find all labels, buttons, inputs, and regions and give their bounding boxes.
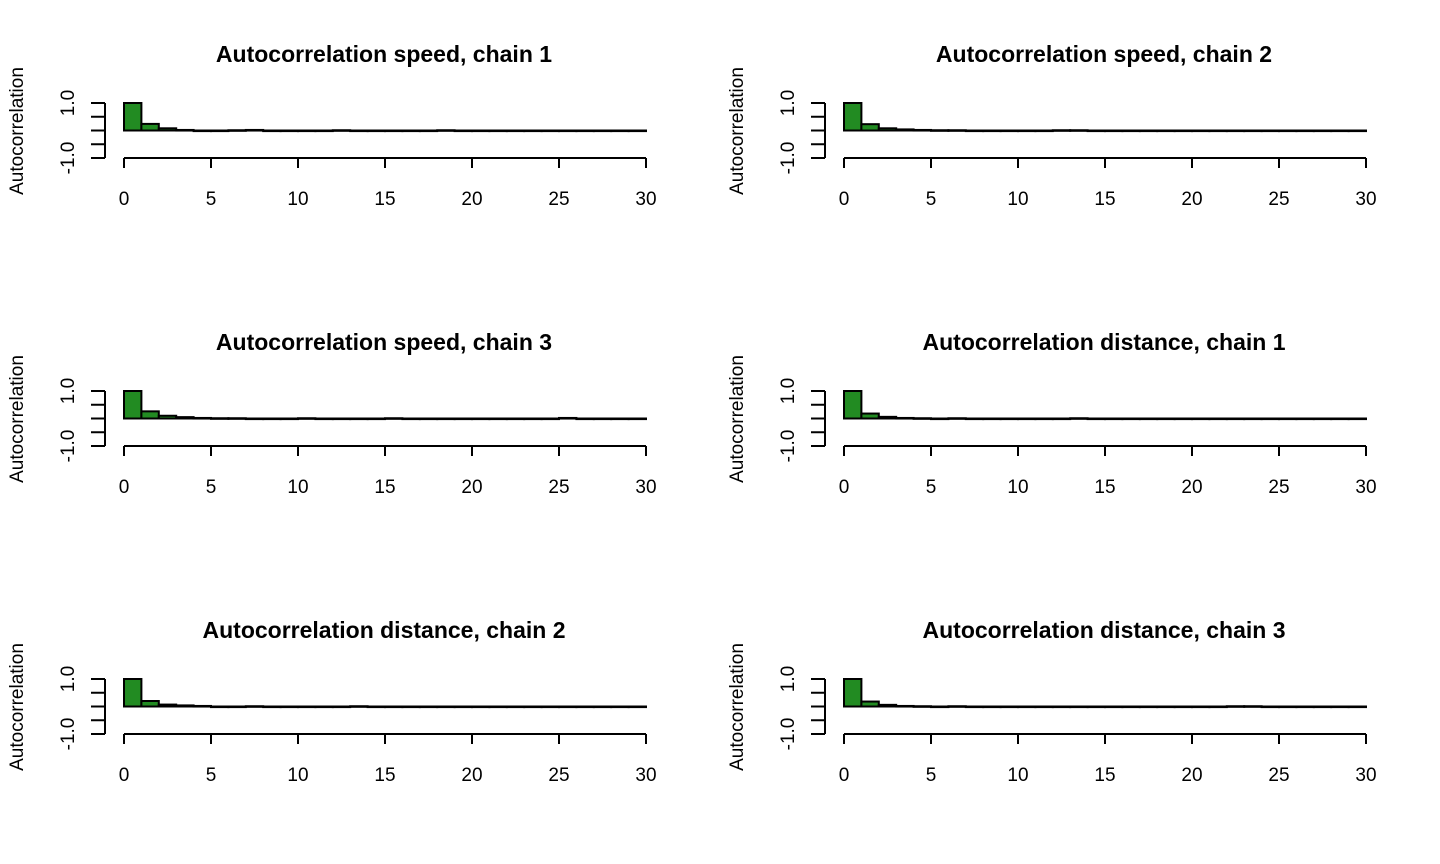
- x-axis: 0 5 10 15 20 25 30: [839, 734, 1377, 786]
- chart-panel-2: Autocorrelation speed, chain 2 Autocorrel…: [727, 41, 1377, 210]
- acf-bar: [124, 679, 141, 707]
- x-axis: 0 5 10 15 20 25 30: [839, 158, 1377, 210]
- x-tick-label: 30: [1355, 477, 1376, 498]
- x-tick-label: 15: [1094, 477, 1115, 498]
- y-axis-label: Autocorrelation: [7, 355, 28, 483]
- chart-title: Autocorrelation speed, chain 2: [936, 41, 1272, 67]
- y-tick-label: -1.0: [58, 718, 79, 751]
- x-tick-label: 30: [1355, 189, 1376, 210]
- y-axis-label: Autocorrelation: [727, 355, 748, 483]
- acf-bar: [141, 411, 158, 418]
- x-tick-label: 0: [839, 765, 850, 786]
- x-tick-label: 0: [839, 189, 850, 210]
- y-axis: -1.0 1.0: [58, 378, 105, 463]
- y-tick-label: -1.0: [778, 430, 799, 463]
- x-tick-label: 25: [1268, 765, 1289, 786]
- chart-title: Autocorrelation speed, chain 3: [216, 329, 552, 355]
- y-axis: -1.0 1.0: [58, 666, 105, 751]
- x-tick-label: 30: [635, 477, 656, 498]
- x-axis: 0 5 10 15 20 25 30: [119, 158, 657, 210]
- x-tick-label: 20: [1181, 189, 1202, 210]
- chart-title: Autocorrelation distance, chain 2: [203, 617, 566, 643]
- x-tick-label: 15: [1094, 189, 1115, 210]
- x-tick-label: 0: [119, 765, 130, 786]
- x-tick-label: 10: [287, 477, 308, 498]
- x-tick-label: 10: [1007, 477, 1028, 498]
- chart-title: Autocorrelation distance, chain 3: [923, 617, 1286, 643]
- acf-bar: [124, 391, 141, 419]
- x-tick-label: 5: [206, 189, 217, 210]
- x-tick-label: 0: [839, 477, 850, 498]
- x-tick-label: 20: [1181, 477, 1202, 498]
- x-tick-label: 0: [119, 189, 130, 210]
- x-tick-label: 25: [548, 189, 569, 210]
- y-tick-label: -1.0: [58, 430, 79, 463]
- x-axis: 0 5 10 15 20 25 30: [839, 446, 1377, 498]
- x-tick-label: 15: [374, 189, 395, 210]
- y-axis-label: Autocorrelation: [7, 67, 28, 195]
- y-tick-label: 1.0: [778, 90, 799, 116]
- x-axis: 0 5 10 15 20 25 30: [119, 734, 657, 786]
- y-tick-label: 1.0: [778, 666, 799, 692]
- y-axis-label: Autocorrelation: [7, 643, 28, 771]
- y-tick-label: 1.0: [58, 378, 79, 404]
- x-tick-label: 5: [926, 765, 937, 786]
- x-tick-label: 20: [461, 189, 482, 210]
- x-tick-label: 5: [206, 765, 217, 786]
- x-tick-label: 10: [1007, 765, 1028, 786]
- x-tick-label: 25: [1268, 477, 1289, 498]
- x-tick-label: 25: [548, 765, 569, 786]
- y-tick-label: 1.0: [778, 378, 799, 404]
- x-tick-label: 10: [1007, 189, 1028, 210]
- x-tick-label: 5: [926, 477, 937, 498]
- x-tick-label: 25: [1268, 189, 1289, 210]
- y-axis: -1.0 1.0: [778, 378, 825, 463]
- x-tick-label: 30: [635, 189, 656, 210]
- y-axis: -1.0 1.0: [58, 90, 105, 175]
- chart-panel-4: Autocorrelation distance, chain 1 Autocor…: [727, 329, 1377, 498]
- y-axis-label: Autocorrelation: [727, 643, 748, 771]
- x-tick-label: 30: [1355, 765, 1376, 786]
- x-tick-label: 15: [374, 765, 395, 786]
- y-tick-label: 1.0: [58, 666, 79, 692]
- x-axis: 0 5 10 15 20 25 30: [119, 446, 657, 498]
- chart-title: Autocorrelation distance, chain 1: [923, 329, 1286, 355]
- x-tick-label: 20: [1181, 765, 1202, 786]
- acf-bar: [844, 103, 861, 131]
- chart-panel-5: Autocorrelation distance, chain 2 Autocor…: [7, 617, 657, 786]
- y-axis: -1.0 1.0: [778, 90, 825, 175]
- x-tick-label: 25: [548, 477, 569, 498]
- x-tick-label: 15: [374, 477, 395, 498]
- y-axis-label: Autocorrelation: [727, 67, 748, 195]
- x-tick-label: 20: [461, 765, 482, 786]
- acf-bar: [844, 391, 861, 419]
- chart-panel-3: Autocorrelation speed, chain 3 Autocorrel…: [7, 329, 657, 498]
- x-tick-label: 20: [461, 477, 482, 498]
- y-tick-label: -1.0: [58, 142, 79, 175]
- x-tick-label: 5: [926, 189, 937, 210]
- x-tick-label: 10: [287, 765, 308, 786]
- y-tick-label: 1.0: [58, 90, 79, 116]
- acf-bar: [844, 679, 861, 707]
- x-tick-label: 0: [119, 477, 130, 498]
- acf-bar: [124, 103, 141, 131]
- x-tick-label: 5: [206, 477, 217, 498]
- y-tick-label: -1.0: [778, 718, 799, 751]
- y-axis: -1.0 1.0: [778, 666, 825, 751]
- x-tick-label: 30: [635, 765, 656, 786]
- chart-panel-6: Autocorrelation distance, chain 3 Autocor…: [727, 617, 1377, 786]
- x-tick-label: 10: [287, 189, 308, 210]
- chart-panel-1: Autocorrelation speed, chain 1 Autocorrel…: [7, 41, 657, 210]
- y-tick-label: -1.0: [778, 142, 799, 175]
- chart-title: Autocorrelation speed, chain 1: [216, 41, 552, 67]
- x-tick-label: 15: [1094, 765, 1115, 786]
